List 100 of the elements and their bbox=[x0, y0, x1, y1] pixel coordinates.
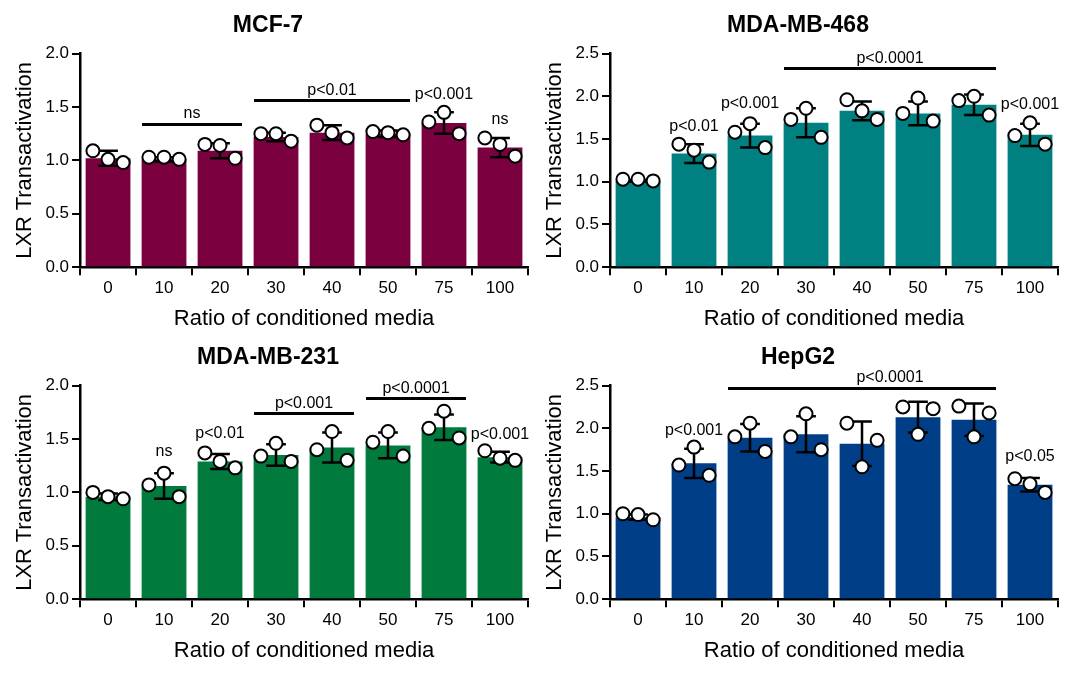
bar bbox=[197, 461, 243, 599]
y-tick-label: 1.5 bbox=[45, 428, 70, 448]
y-tick-label: 2.0 bbox=[45, 43, 70, 63]
annotation: p<0.001 bbox=[664, 421, 724, 439]
bar bbox=[421, 427, 467, 599]
x-tick-label: 100 bbox=[485, 278, 515, 298]
y-tick-label: 2.0 bbox=[575, 86, 600, 106]
x-tick-label: 10 bbox=[684, 278, 704, 298]
y-tick-label: 0.5 bbox=[575, 214, 600, 234]
bar bbox=[895, 417, 941, 599]
y-tick-label: 2.5 bbox=[575, 43, 600, 63]
bar bbox=[783, 122, 829, 267]
bar bbox=[615, 180, 661, 267]
bar bbox=[1007, 134, 1053, 267]
x-tick-label: 30 bbox=[796, 610, 816, 630]
x-axis-title: Ratio of conditioned media bbox=[173, 636, 436, 662]
y-tick-label: 1.0 bbox=[45, 150, 70, 170]
y-tick-label: 2.0 bbox=[45, 375, 70, 395]
y-tick-label: 1.5 bbox=[45, 96, 70, 116]
x-tick-label: 20 bbox=[210, 278, 230, 298]
y-tick-label: 1.5 bbox=[575, 128, 600, 148]
y-tick-label: 0.0 bbox=[45, 588, 70, 608]
x-tick-label: 10 bbox=[154, 610, 174, 630]
bar bbox=[309, 132, 355, 267]
annotation: ns bbox=[491, 109, 509, 127]
x-tick-label: 100 bbox=[1015, 278, 1045, 298]
x-tick-label: 0 bbox=[633, 278, 643, 298]
bar bbox=[951, 419, 997, 599]
chart-title: MDA-MB-468 bbox=[727, 11, 870, 38]
x-axis-title: Ratio of conditioned media bbox=[703, 636, 966, 662]
bar bbox=[477, 457, 523, 599]
bar bbox=[141, 485, 187, 599]
x-tick-label: 40 bbox=[322, 278, 342, 298]
chart-title: HepG2 bbox=[760, 343, 836, 370]
annotation: ns bbox=[183, 104, 201, 122]
x-axis-title: Ratio of conditioned media bbox=[173, 304, 436, 330]
x-tick-label: 0 bbox=[103, 610, 113, 630]
bar bbox=[671, 463, 717, 599]
x-tick-label: 10 bbox=[684, 610, 704, 630]
annotation: p<0.01 bbox=[669, 117, 719, 135]
y-tick-label: 0.5 bbox=[575, 546, 600, 566]
x-tick-label: 100 bbox=[485, 610, 515, 630]
y-axis-title: LXR Transactivation bbox=[11, 61, 37, 259]
annotation: p<0.001 bbox=[274, 393, 334, 411]
annotation: p<0.001 bbox=[414, 85, 474, 103]
y-tick-label: 1.5 bbox=[575, 460, 600, 480]
x-tick-label: 40 bbox=[322, 610, 342, 630]
bar bbox=[141, 159, 187, 267]
x-tick-label: 50 bbox=[908, 610, 928, 630]
bar bbox=[727, 135, 773, 267]
annotation: p<0.0001 bbox=[856, 48, 924, 66]
x-axis-title: Ratio of conditioned media bbox=[703, 304, 966, 330]
bar bbox=[85, 158, 131, 267]
bar bbox=[839, 110, 885, 267]
annotation: p<0.001 bbox=[1000, 94, 1060, 112]
bar bbox=[615, 517, 661, 599]
bar bbox=[253, 136, 299, 267]
x-tick-label: 30 bbox=[266, 278, 286, 298]
annotation: p<0.001 bbox=[470, 424, 530, 442]
annotation: p<0.01 bbox=[307, 80, 357, 98]
annotation: p<0.0001 bbox=[382, 378, 450, 396]
x-tick-label: 75 bbox=[964, 278, 984, 298]
bar bbox=[477, 147, 523, 267]
y-axis-title: LXR Transactivation bbox=[541, 61, 567, 259]
bar bbox=[727, 437, 773, 599]
bar bbox=[895, 113, 941, 267]
x-tick-label: 75 bbox=[434, 278, 454, 298]
bar bbox=[839, 443, 885, 599]
bar bbox=[365, 445, 411, 599]
x-tick-label: 20 bbox=[740, 278, 760, 298]
x-tick-label: 50 bbox=[378, 610, 398, 630]
y-tick-label: 1.0 bbox=[45, 482, 70, 502]
x-tick-label: 40 bbox=[852, 278, 872, 298]
y-tick-label: 0.0 bbox=[575, 588, 600, 608]
bar bbox=[365, 133, 411, 267]
x-tick-label: 20 bbox=[740, 610, 760, 630]
bar bbox=[783, 434, 829, 599]
bar bbox=[85, 496, 131, 599]
y-tick-label: 2.0 bbox=[575, 418, 600, 438]
chart-title: MCF-7 bbox=[232, 11, 304, 38]
x-tick-label: 20 bbox=[210, 610, 230, 630]
x-tick-label: 0 bbox=[633, 610, 643, 630]
x-tick-label: 30 bbox=[796, 278, 816, 298]
y-tick-label: 0.5 bbox=[45, 535, 70, 555]
bar bbox=[253, 455, 299, 599]
x-tick-label: 0 bbox=[103, 278, 113, 298]
bar bbox=[421, 123, 467, 267]
bar bbox=[1007, 484, 1053, 599]
bar bbox=[197, 150, 243, 267]
x-tick-label: 50 bbox=[908, 278, 928, 298]
y-tick-label: 1.0 bbox=[575, 171, 600, 191]
bar bbox=[309, 447, 355, 599]
y-tick-label: 0.0 bbox=[45, 256, 70, 276]
x-tick-label: 30 bbox=[266, 610, 286, 630]
bar bbox=[951, 104, 997, 267]
chart-title: MDA-MB-231 bbox=[197, 343, 340, 370]
y-tick-label: 0.5 bbox=[45, 203, 70, 223]
x-tick-label: 10 bbox=[154, 278, 174, 298]
annotation: p<0.01 bbox=[195, 423, 245, 441]
x-tick-label: 75 bbox=[434, 610, 454, 630]
